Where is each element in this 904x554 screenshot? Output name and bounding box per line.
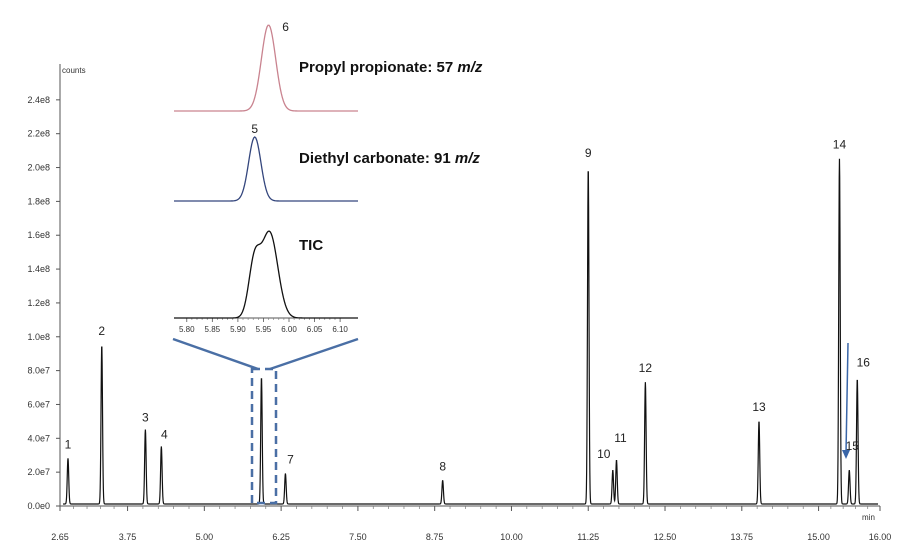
inset-tick-label: 6.05: [307, 325, 323, 334]
y-tick-label: 1.4e8: [27, 264, 50, 274]
peak-15-arrow: [845, 342, 849, 454]
y-tick-label: 2.4e8: [27, 95, 50, 105]
inset-tick-label: 5.95: [256, 325, 272, 334]
tic-title: TIC: [299, 237, 323, 254]
y-tick-label: 2.2e8: [27, 129, 50, 139]
inset-tick-label: 6.10: [332, 325, 348, 334]
x-tick-label: 5.00: [196, 532, 214, 542]
zoom-connector-left: [172, 337, 259, 371]
y-tick-label: 4.0e7: [27, 433, 50, 443]
inset-zoom: 5.80 5.85 5.90 5.95 6.00 6.05 6.10 65: [170, 10, 360, 334]
peak-15-arrowhead: [842, 450, 850, 459]
x-tick-label: 10.00: [500, 532, 523, 542]
peak-label: 4: [161, 427, 168, 441]
y-axis-unit: counts: [62, 66, 86, 75]
peak-label: 2: [98, 324, 105, 338]
inset-peak-label: 6: [282, 20, 289, 34]
peak-label: 12: [639, 361, 653, 375]
inset-tick-label: 5.85: [205, 325, 221, 334]
peak-label: 3: [142, 411, 149, 425]
peak-label: 1: [65, 437, 72, 451]
x-ticks: 2.65 3.75 5.00 6.25 7.50 8.75 10.00 11.25 12.50 1…: [51, 506, 891, 542]
y-tick-label: 0.0e0: [27, 501, 50, 511]
inset-tick-label: 5.80: [179, 325, 195, 334]
x-tick-label: 6.25: [272, 532, 290, 542]
y-tick-label: 2.0e7: [27, 467, 50, 477]
inset-peak-label: 5: [251, 122, 258, 136]
inset-traces: 65: [174, 20, 358, 319]
inset-trace: [174, 230, 358, 319]
peak-label: 16: [857, 356, 871, 370]
peak-label: 13: [752, 400, 766, 414]
y-tick-label: 1.0e8: [27, 332, 50, 342]
peak-label: 14: [833, 138, 847, 152]
y-tick-label: 1.8e8: [27, 196, 50, 206]
inset-tick-label: 6.00: [281, 325, 297, 334]
peak-label: 7: [287, 453, 294, 467]
zoom-box: [250, 367, 278, 505]
peak-label: 8: [439, 459, 446, 473]
y-tick-label: 8.0e7: [27, 366, 50, 376]
x-tick-label: 11.25: [577, 532, 599, 542]
diethyl-carbonate-title: Diethyl carbonate: 91 m/z: [299, 150, 480, 167]
x-tick-label: 8.75: [426, 532, 444, 542]
inset-tick-label: 5.90: [230, 325, 246, 334]
propyl-propionate-title: Propyl propionate: 57 m/z: [299, 59, 483, 76]
tic-trace: [63, 158, 879, 505]
peak-label: 10: [597, 447, 611, 461]
peak-label: 15: [846, 439, 860, 453]
y-tick-label: 6.0e7: [27, 399, 50, 409]
x-tick-label: 16.00: [869, 532, 892, 542]
inset-trace: [174, 24, 358, 112]
inset-trace: [174, 136, 358, 202]
x-tick-label: 2.65: [51, 532, 69, 542]
peak-label: 11: [614, 431, 627, 445]
y-tick-label: 2.0e8: [27, 163, 50, 173]
y-tick-label: 1.6e8: [27, 230, 50, 240]
zoom-connector-right: [269, 337, 359, 371]
y-tick-label: 1.2e8: [27, 298, 50, 308]
x-axis-unit: min: [862, 513, 875, 522]
x-tick-label: 3.75: [119, 532, 137, 542]
x-tick-label: 12.50: [654, 532, 677, 542]
x-tick-label: 13.75: [731, 532, 754, 542]
x-tick-label: 15.00: [807, 532, 830, 542]
y-ticks: 0.0e0 2.0e7 4.0e7 6.0e7 8.0e7 1.0e8 1.2e8 1.4e8…: [27, 95, 60, 511]
peak-label: 9: [585, 146, 592, 160]
x-tick-label: 7.50: [349, 532, 367, 542]
